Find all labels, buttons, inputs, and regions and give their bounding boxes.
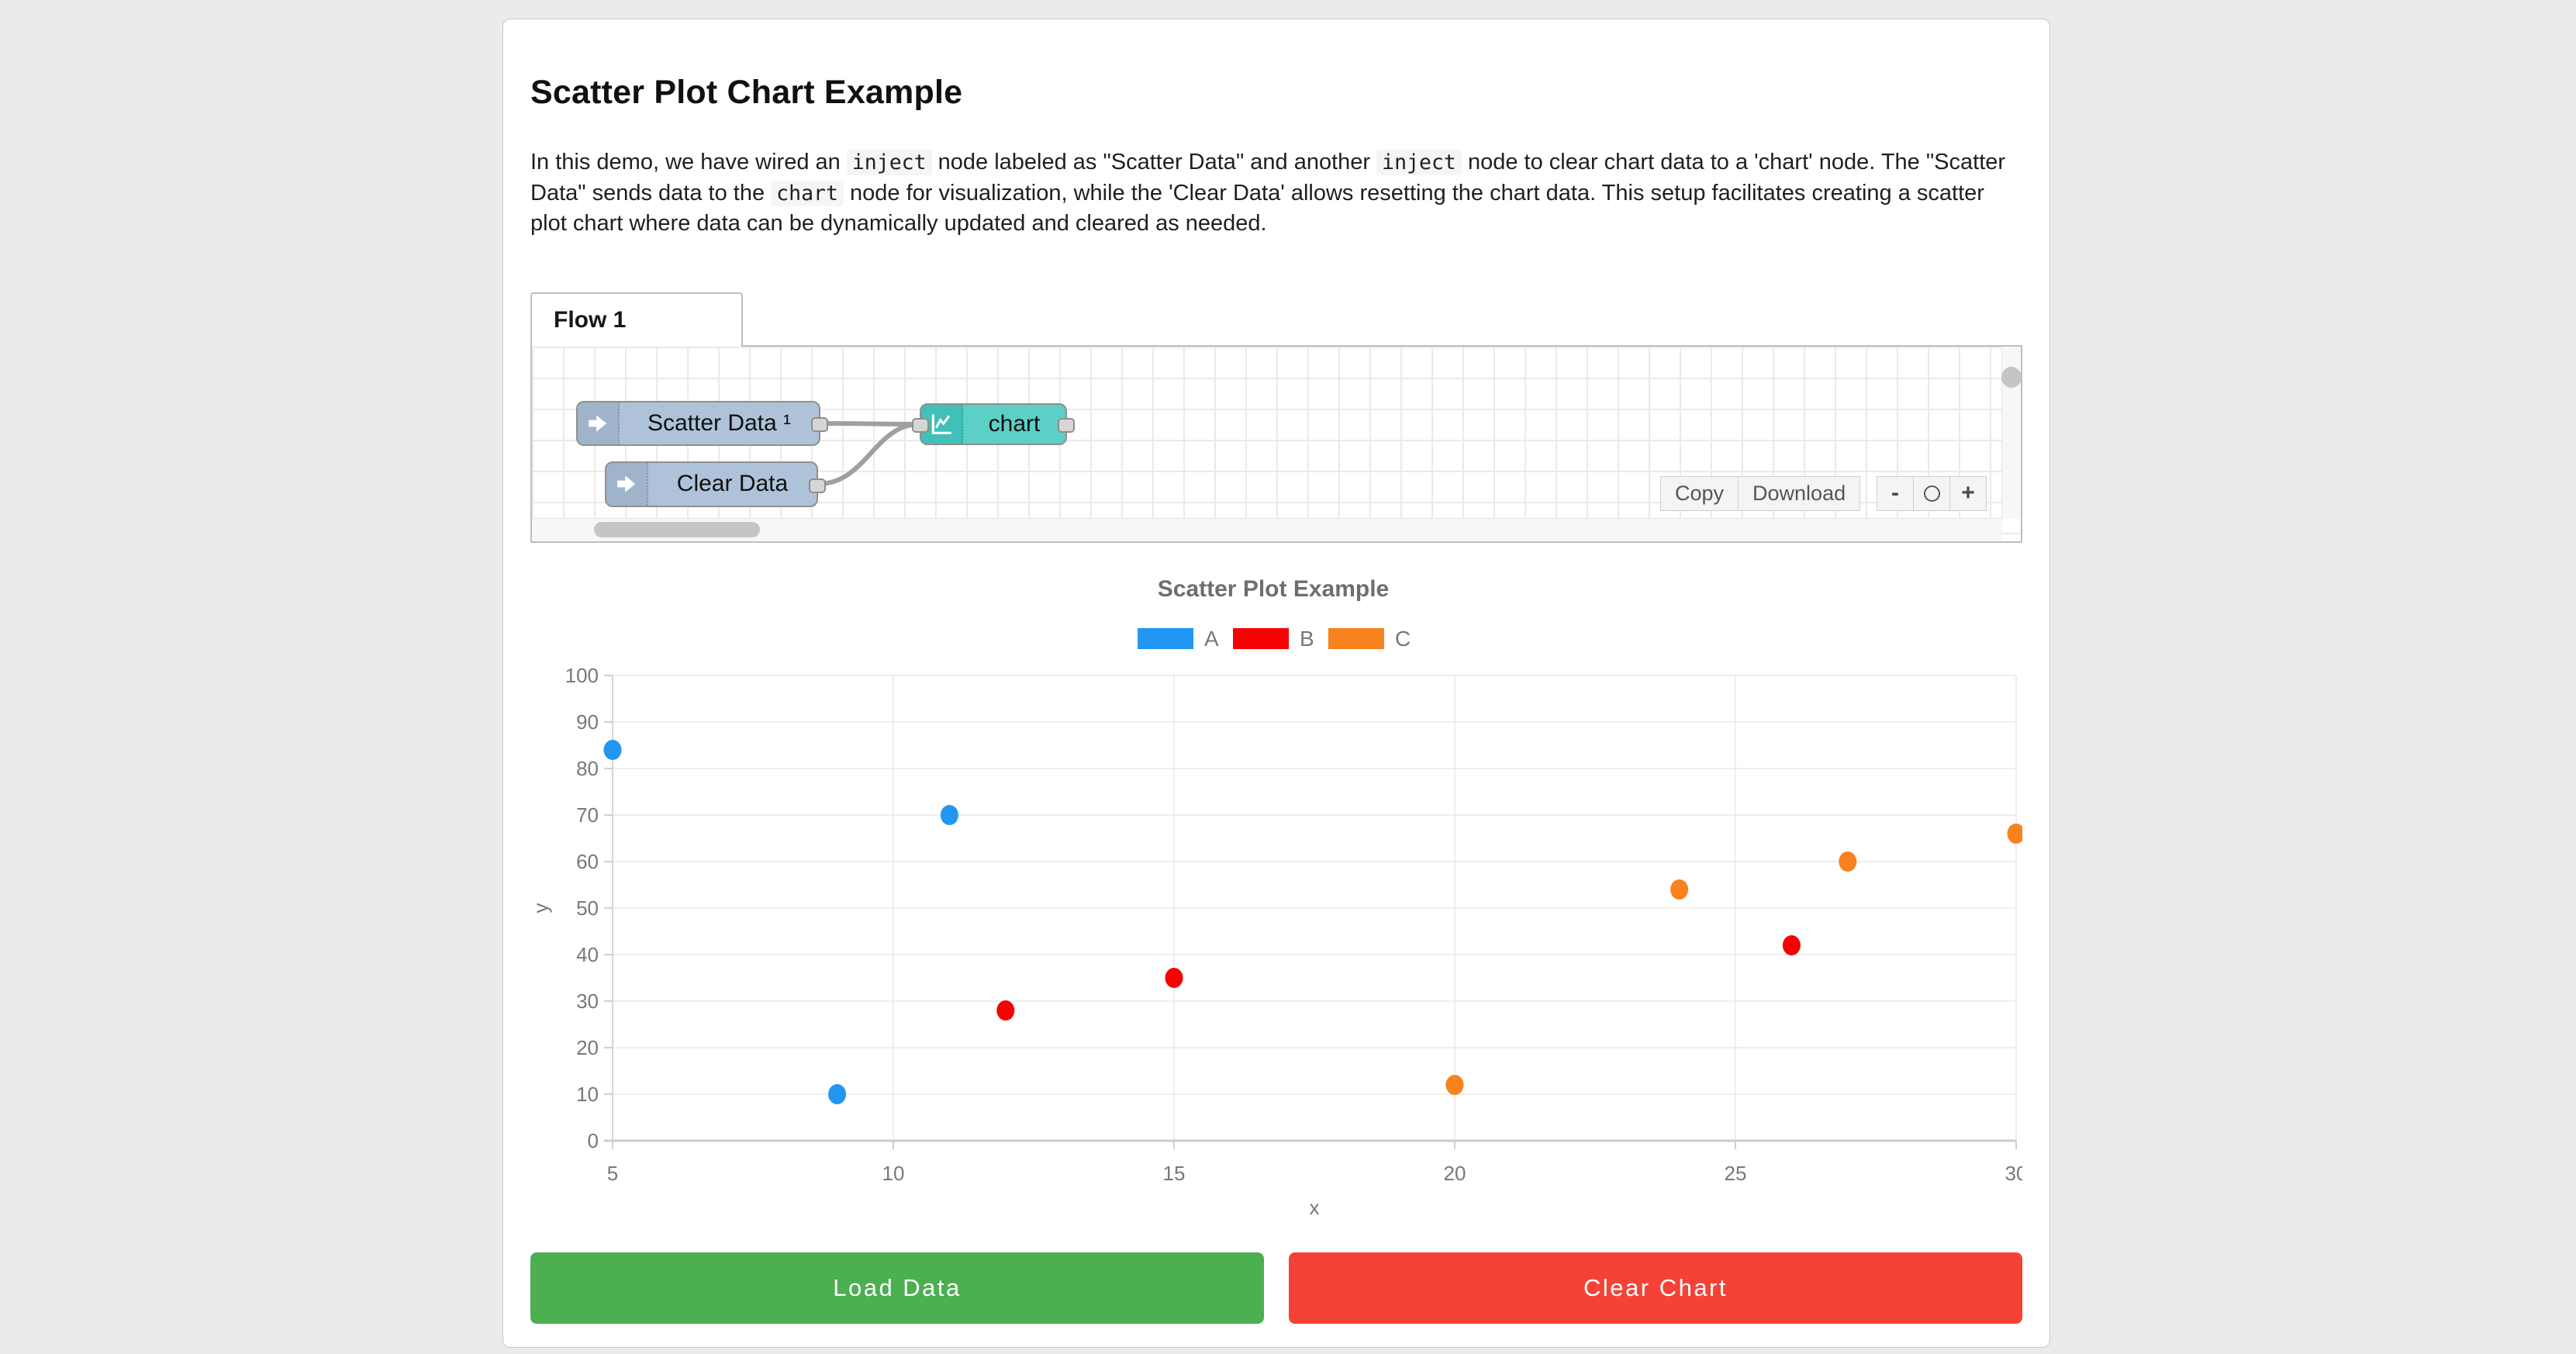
legend-item-C[interactable]: C (1328, 627, 1411, 651)
y-tick-labels: 0 10 20 30 40 50 60 70 80 90 100 (565, 664, 599, 1152)
axes (604, 674, 2017, 1149)
scatter-chart: Scatter Plot Example A B C 0 10 20 30 40 50 60 70 80… (529, 575, 2028, 1245)
legend-label: A (1204, 627, 1219, 651)
action-buttons: Load Data Clear Chart (530, 1252, 2022, 1324)
flow-node-chart-node[interactable]: chart (912, 402, 1075, 445)
svg-text:40: 40 (576, 943, 599, 966)
content-card: Scatter Plot Chart Example In this demo,… (502, 19, 2050, 1348)
node-port-out[interactable] (811, 417, 828, 432)
clear-chart-button[interactable]: Clear Chart (1289, 1252, 2022, 1324)
scatter-point-A (828, 1083, 847, 1104)
svg-text:70: 70 (576, 803, 599, 827)
inline-code: chart (771, 180, 844, 206)
wire (818, 420, 922, 427)
legend-label: C (1395, 627, 1411, 651)
scatter-point-C (1839, 851, 1857, 872)
zoom-reset-icon[interactable] (1913, 475, 1950, 511)
wire (816, 421, 922, 486)
svg-text:90: 90 (576, 710, 599, 734)
legend-item-B[interactable]: B (1233, 627, 1314, 651)
legend-swatch (1328, 627, 1384, 649)
scatter-point-A (603, 739, 622, 760)
x-tick-labels: 5 10 15 20 25 30 (607, 1162, 2028, 1185)
description-text: In this demo, we have wired an (530, 150, 847, 174)
svg-text:10: 10 (576, 1083, 599, 1106)
zoom-in-icon[interactable]: + (1949, 475, 1987, 511)
svg-text:80: 80 (576, 757, 599, 780)
svg-text:30: 30 (576, 990, 599, 1013)
grid-lines (612, 674, 2017, 1142)
flow-canvas[interactable]: Copy Download - + Scatter Data ¹ Clear Da… (530, 344, 2022, 543)
inject-icon-section (578, 402, 620, 444)
description-text: node for visualization, while the 'Clear… (530, 180, 1984, 237)
legend-label: B (1300, 627, 1314, 651)
line-chart-icon (931, 413, 951, 434)
svg-text:15: 15 (1163, 1162, 1186, 1185)
svg-text:100: 100 (565, 664, 599, 687)
legend-swatch (1138, 627, 1193, 649)
node-port-out[interactable] (1058, 418, 1075, 433)
inject-arrow-icon (617, 475, 636, 492)
svg-text:20: 20 (576, 1036, 599, 1059)
load-data-button[interactable]: Load Data (530, 1252, 1264, 1324)
inject-arrow-icon (589, 414, 607, 432)
flow-node-inject-scatter[interactable]: Scatter Data ¹ (576, 400, 828, 446)
description-text: node labeled as "Scatter Data" and anoth… (931, 150, 1377, 174)
copy-button[interactable]: Copy (1660, 475, 1739, 511)
flow-tab[interactable]: Flow 1 (530, 292, 743, 347)
scatter-point-B (996, 1000, 1015, 1021)
legend-item-A[interactable]: A (1138, 627, 1219, 651)
scatter-point-B (1165, 967, 1183, 988)
svg-text:30: 30 (2005, 1162, 2022, 1185)
y-axis-label: y (530, 903, 552, 913)
node-label: chart (988, 410, 1041, 437)
scatter-point-A (940, 804, 958, 825)
node-label: Clear Data (676, 471, 789, 496)
svg-text:10: 10 (882, 1162, 905, 1185)
flow-node-inject-clear[interactable]: Clear Data (605, 461, 826, 507)
legend-swatch (1233, 627, 1289, 649)
node-label: Scatter Data ¹ (647, 409, 792, 436)
wire-layer (816, 420, 922, 486)
description-text: node to clear chart data to a 'chart' no… (530, 150, 2006, 206)
svg-text:25: 25 (1725, 1162, 1747, 1185)
inline-code: inject (846, 150, 932, 175)
chart-title: Scatter Plot Example (1158, 576, 1389, 602)
vertical-scrollbar-thumb[interactable] (2001, 366, 2022, 388)
scatter-point-B (1782, 934, 1801, 955)
flow-tab-label: Flow 1 (554, 306, 627, 333)
svg-text:0: 0 (588, 1129, 599, 1152)
node-port-in[interactable] (912, 418, 929, 433)
x-axis-label: x (1310, 1196, 1320, 1219)
scatter-point-C (1670, 879, 1689, 900)
svg-text:5: 5 (607, 1162, 618, 1185)
flow-horizontal-scrollbar[interactable] (532, 517, 2002, 541)
scatter-point-C (2007, 823, 2025, 844)
svg-text:60: 60 (576, 850, 599, 873)
flow-toolbar: Copy Download (1660, 475, 1861, 511)
svg-text:50: 50 (576, 896, 599, 920)
description-paragraph: In this demo, we have wired an inject no… (530, 147, 2011, 240)
flow-vertical-scrollbar[interactable] (2001, 346, 2022, 519)
zoom-out-icon[interactable]: - (1877, 475, 1914, 511)
scatter-point-C (1445, 1074, 1464, 1095)
inject-icon-section (606, 462, 648, 506)
flow-editor: Flow 1 Copy Download - + (530, 292, 2022, 543)
page-title: Scatter Plot Chart Example (530, 74, 963, 111)
horizontal-scrollbar-thumb[interactable] (594, 521, 760, 537)
node-port-out[interactable] (809, 478, 826, 493)
svg-text:20: 20 (1444, 1162, 1466, 1185)
inline-code: inject (1376, 150, 1462, 175)
download-button[interactable]: Download (1738, 475, 1861, 511)
flow-zoom-controls: - + (1877, 475, 1987, 511)
